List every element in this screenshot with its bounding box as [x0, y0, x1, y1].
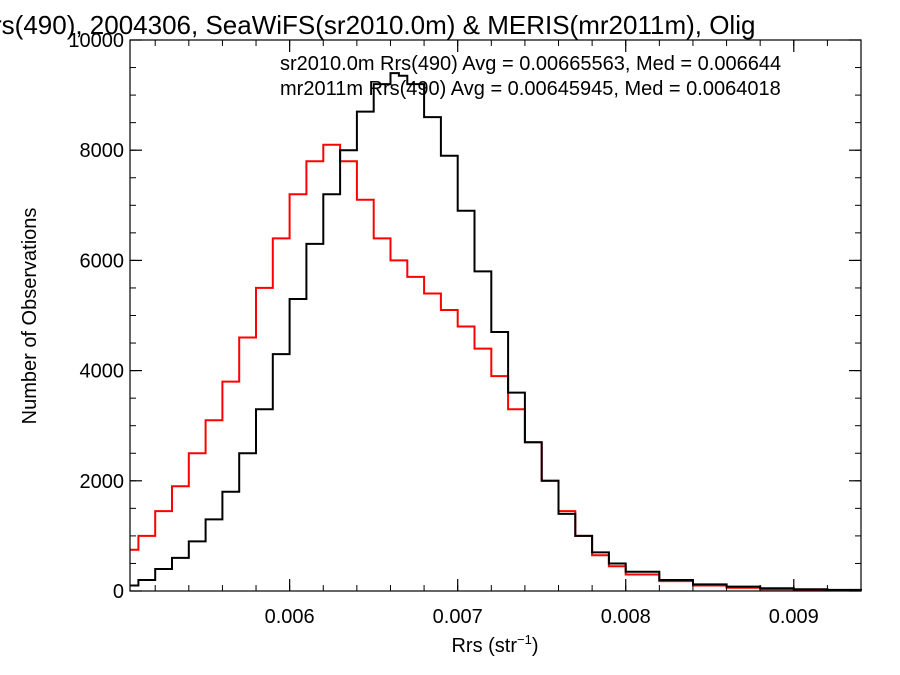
y-tick-label: 10000 — [68, 30, 124, 52]
y-tick-label: 8000 — [80, 140, 125, 162]
axis-ticks: 0.006 0.007 0.008 0.009 0 2000 4000 6000 8000 100… — [68, 30, 862, 628]
chart-title: rs(490), 2004306, SeaWiFS(sr2010.0m) & M… — [0, 10, 755, 40]
legend-entry-sr2010: sr2010.0m Rrs(490) Avg = 0.00665563, Med… — [280, 53, 781, 75]
y-tick-label: 4000 — [80, 361, 125, 383]
x-axis-label-exponent: −1 — [517, 632, 532, 647]
plot-frame — [129, 39, 862, 592]
y-tick-label: 2000 — [80, 471, 125, 493]
x-tick-label: 0.006 — [265, 606, 315, 628]
x-tick-label: 0.008 — [601, 606, 651, 628]
y-tick-label: 0 — [113, 581, 124, 603]
x-tick-label: 0.007 — [433, 606, 483, 628]
x-axis-label: Rrs (str−1) — [451, 632, 538, 657]
plot-area — [130, 72, 862, 592]
y-axis-label: Number of Observations — [19, 208, 41, 425]
x-tick-label: 0.009 — [769, 606, 819, 628]
series-line-mr2011m — [130, 143, 862, 592]
series-line-sr2010.0m — [130, 72, 862, 591]
y-tick-label: 6000 — [80, 250, 125, 272]
legend-entry-mr2011m: mr2011m Rrs(490) Avg = 0.00645945, Med =… — [280, 78, 781, 100]
